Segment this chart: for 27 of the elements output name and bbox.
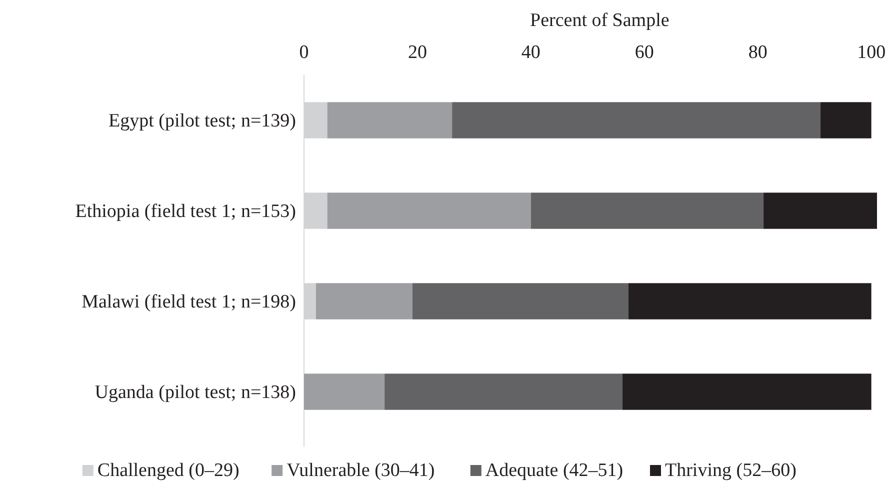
- bar: [530, 192, 764, 229]
- x-tick-label: 20: [408, 42, 427, 63]
- bar: [316, 283, 412, 320]
- bar: [628, 283, 872, 320]
- y-tick-label: Uganda (pilot test; n=138): [94, 382, 296, 403]
- legend-label: Thriving (52–60): [665, 460, 796, 481]
- x-axis-title: Percent of Sample: [530, 10, 670, 31]
- y-tick-label: Ethiopia (field test 1; n=153): [75, 200, 296, 222]
- legend-label: Challenged (0–29): [97, 460, 240, 481]
- bar: [622, 374, 872, 410]
- bar: [764, 192, 877, 229]
- bar: [412, 283, 629, 320]
- bar: [304, 374, 385, 410]
- legend-label: Adequate (42–51): [485, 460, 624, 481]
- x-tick-label: 0: [299, 42, 309, 63]
- x-tick-label: 80: [748, 42, 768, 63]
- legend-label: Vulnerable (30–41): [286, 460, 435, 481]
- y-tick-label: Malawi (field test 1; n=198): [82, 291, 296, 312]
- bar: [384, 374, 622, 410]
- bar: [452, 102, 820, 138]
- y-tick-label: Egypt (pilot test; n=139): [108, 110, 296, 132]
- bar: [327, 102, 452, 138]
- bar: [327, 192, 531, 229]
- bar: [820, 102, 872, 138]
- x-tick-label: 60: [634, 42, 654, 63]
- x-tick-label: 100: [857, 42, 886, 63]
- x-tick-label: 40: [521, 42, 540, 63]
